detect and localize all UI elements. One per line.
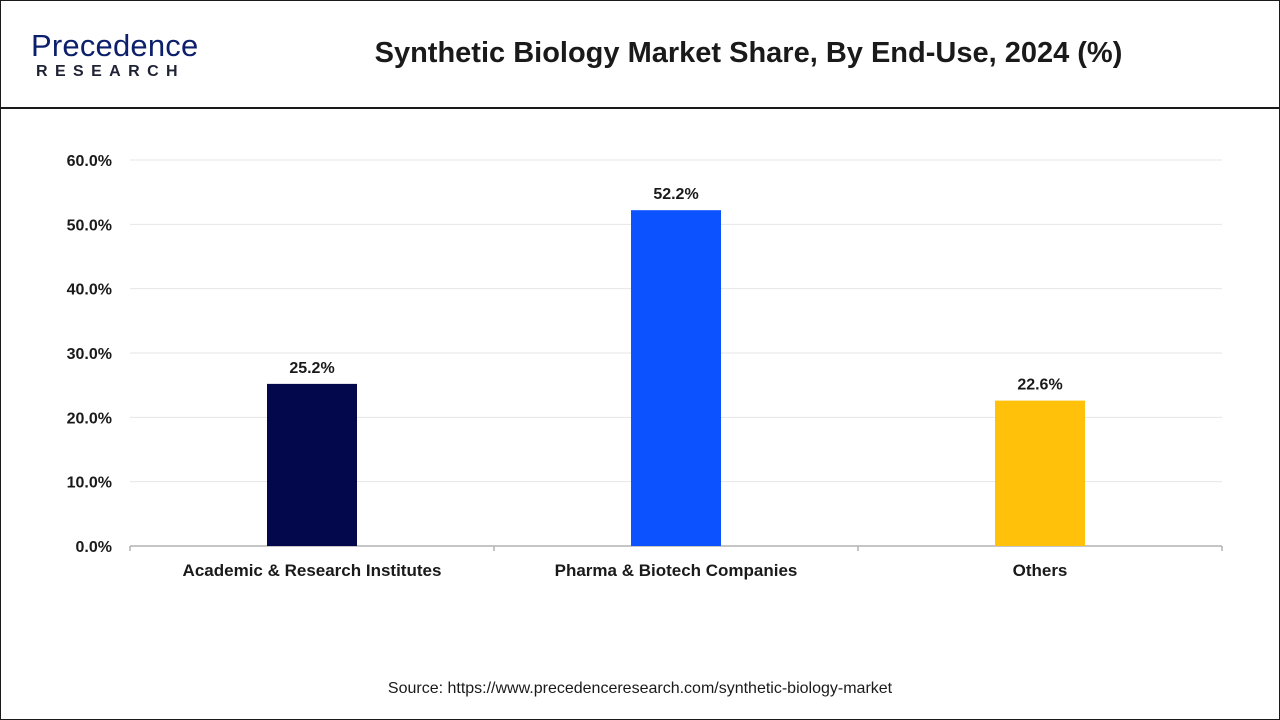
y-tick-label: 40.0% xyxy=(67,282,112,299)
y-tick-label: 30.0% xyxy=(67,346,112,363)
data-label: 22.6% xyxy=(1017,377,1062,394)
source-note: Source: https://www.precedenceresearch.c… xyxy=(387,680,893,697)
y-tick-label: 10.0% xyxy=(67,475,112,492)
header: Precedence RESEARCH Synthetic Biology Ma… xyxy=(1,1,1279,109)
x-tick-label: Pharma & Biotech Companies xyxy=(555,561,798,580)
data-label: 25.2% xyxy=(289,360,334,377)
y-tick-label: 0.0% xyxy=(76,539,112,556)
bar-chart: 0.0% 10.0% 20.0% 30.0% 40.0% 50.0% 60.0% 25.2% A… xyxy=(67,153,1223,580)
svg-text:Precedence: Precedence xyxy=(31,28,198,63)
logo: Precedence RESEARCH xyxy=(31,25,231,85)
bar xyxy=(995,400,1085,546)
bar xyxy=(267,383,357,546)
data-label: 52.2% xyxy=(653,186,698,203)
svg-text:RESEARCH: RESEARCH xyxy=(36,63,185,80)
y-tick-label: 20.0% xyxy=(67,410,112,427)
chart-title: Synthetic Biology Market Share, By End-U… xyxy=(374,37,1123,69)
y-tick-label: 60.0% xyxy=(67,153,112,170)
x-tick-label: Academic & Research Institutes xyxy=(183,561,442,580)
logo-mark-icon: Precedence RESEARCH xyxy=(31,28,198,80)
y-tick-label: 50.0% xyxy=(67,217,112,234)
x-tick-label: Others xyxy=(1013,561,1068,580)
bar xyxy=(631,210,721,546)
